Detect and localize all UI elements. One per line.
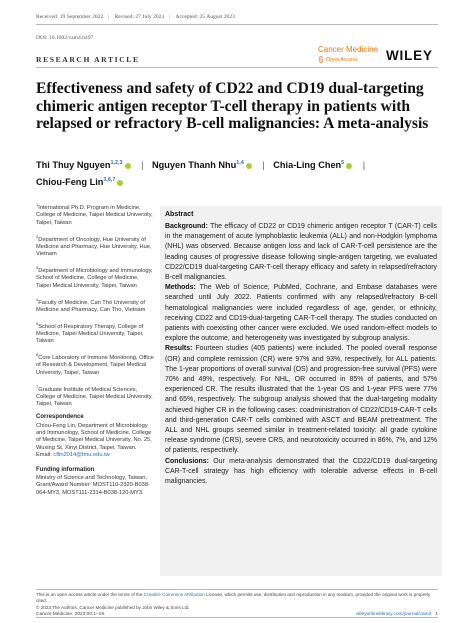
orcid-icon[interactable]	[245, 162, 252, 169]
date-separator: |	[169, 14, 171, 20]
date-separator: |	[108, 14, 110, 20]
affiliation: 4Faculty of Medicine, Can Tho University…	[36, 296, 154, 315]
affiliation-number: 4	[36, 296, 39, 302]
author-separator: |	[262, 160, 265, 171]
license-text-post: License, which permits use, distribution…	[36, 592, 431, 604]
revised-date: Revised: 27 July 2023	[114, 14, 165, 20]
accepted-date: Accepted: 25 August 2023	[175, 14, 235, 20]
background-text: The efficacy of CD22 or CD19 chimeric an…	[165, 223, 437, 282]
author-affil-sup: 5	[341, 160, 345, 166]
page-number: 1	[435, 612, 438, 617]
affiliation-number: 6	[36, 352, 39, 358]
author-affil-sup: 1,2,3	[110, 160, 123, 166]
affiliation-number: 2	[36, 233, 39, 239]
funding-text: Ministry of Science and Technology, Taiw…	[36, 474, 150, 496]
correspondence-heading: Correspondence	[36, 414, 84, 421]
affiliation: 2Department of Oncology, Hue University …	[36, 233, 154, 259]
section-divider	[36, 67, 438, 68]
affiliation-text: Department of Microbiology and Immunolog…	[36, 267, 153, 289]
footer-citation: Cancer Medicine. 2023;00:1–19.	[36, 612, 106, 617]
methods-label: Methods:	[165, 284, 196, 292]
affiliation-number: 7	[36, 383, 39, 389]
author-name[interactable]: Nguyen Thanh Nhu	[152, 160, 237, 171]
email-label: Email:	[36, 452, 52, 459]
article-dates: Received: 19 September 2022 | Revised: 2…	[36, 14, 438, 20]
affiliation: 5School of Respiratory Therapy, College …	[36, 320, 154, 346]
author-name[interactable]: Chia-Ling Chen	[273, 160, 342, 171]
abstract-heading: Abstract	[165, 211, 194, 218]
results-label: Results:	[165, 345, 193, 353]
author-affil-sup: 3,6,7	[103, 177, 116, 184]
copyright-text: © 2023 The Authors. Cancer Medicine publ…	[36, 604, 190, 610]
license-notice: This is an open access article under the…	[36, 592, 440, 611]
email-link[interactable]: cflin2014@tmu.edu.tw	[53, 452, 110, 459]
affiliation-number: 3	[36, 265, 39, 270]
correspondence-text: Chiou-Feng Lin, Department of Microbiolo…	[36, 422, 152, 451]
received-date: Received: 19 September 2022	[36, 14, 104, 20]
affiliation-text: Faculty of Medicine, Can Tho University …	[36, 299, 146, 313]
footer-right: wileyonlinelibrary.com/journal/cam4 1	[356, 612, 438, 617]
author-list: Thi Thuy Nguyen1,2,3 | Nguyen Thanh Nhu1…	[36, 156, 440, 190]
doi[interactable]: DOI: 10.1002/cam4.6497	[36, 35, 94, 41]
conclusions-label: Conclusions:	[165, 457, 209, 465]
results-text: Fourteen studies (405 patients) were inc…	[165, 345, 437, 455]
background-label: Background:	[165, 223, 208, 230]
article-title: Effectiveness and safety of CD22 and CD1…	[36, 80, 429, 133]
abstract-results: Results: Fourteen studies (405 patients)…	[165, 344, 437, 456]
open-access-lock-icon	[318, 56, 324, 63]
affiliation-number: 1	[36, 202, 39, 207]
license-text-pre: This is an open access article under the…	[36, 592, 143, 597]
affiliation: 3Department of Microbiology and Immunolo…	[36, 264, 154, 290]
footer-divider	[36, 617, 438, 618]
methods-text: The Web of Science, PubMed, Cochrane, an…	[165, 284, 438, 343]
funding-heading: Funding information	[36, 466, 95, 473]
journal-url-link[interactable]: wileyonlinelibrary.com/journal/cam4	[355, 612, 432, 617]
conclusions-text: Our meta-analysis demonstrated that the …	[165, 457, 438, 486]
funding-block: Funding information Ministry of Science …	[36, 467, 154, 498]
author-name[interactable]: Chiou-Feng Lin	[36, 177, 104, 188]
affiliation-number: 5	[36, 320, 39, 326]
correspondence-block: Correspondence Chiou-Feng Lin, Departmen…	[36, 414, 154, 459]
author-name[interactable]: Thi Thuy Nguyen	[36, 160, 111, 171]
correspondence-email-line: Email: cflin2014@tmu.edu.tw	[36, 452, 154, 459]
publisher-logo: WILEY	[386, 48, 433, 63]
orcid-icon[interactable]	[346, 162, 353, 169]
affiliations-column: 1International Ph.D. Program in Medicine…	[36, 201, 154, 497]
orcid-icon[interactable]	[117, 179, 124, 186]
page-footer: Cancer Medicine. 2023;00:1–19. wileyonli…	[36, 612, 438, 617]
open-access-label: Open Access	[326, 56, 358, 63]
affiliation-text: School of Respiratory Therapy, College o…	[36, 323, 144, 345]
abstract-box: Abstract Background: The efficacy of CD2…	[160, 206, 442, 576]
affiliation-text: International Ph.D. Program in Medicine,…	[36, 204, 153, 226]
section-label: RESEARCH ARTICLE	[36, 55, 140, 64]
abstract-background: Background: The efficacy of CD22 or CD19…	[165, 222, 437, 283]
author-affil-sup: 1,4	[236, 160, 244, 166]
affiliation-text: Department of Oncology, Hue University o…	[36, 236, 152, 258]
affiliation: 6Core Laboratory of Immune Monitoring, O…	[36, 351, 154, 377]
open-access-badge: Open Access	[318, 56, 358, 63]
abstract-methods: Methods: The Web of Science, PubMed, Coc…	[165, 283, 437, 344]
journal-name[interactable]: Cancer Medicine	[318, 45, 379, 54]
affiliation-text: Graduate Institute of Medical Sciences, …	[36, 386, 153, 408]
author-separator: |	[141, 160, 144, 171]
author-separator: |	[362, 160, 366, 171]
abstract-conclusions: Conclusions: Our meta-analysis demonstra…	[165, 457, 437, 488]
license-divider	[36, 589, 438, 590]
affiliation-text: Core Laboratory of Immune Monitoring, Of…	[36, 354, 154, 376]
orcid-icon[interactable]	[124, 162, 131, 169]
affiliation: 7Graduate Institute of Medical Sciences,…	[36, 383, 154, 409]
header-divider	[36, 24, 438, 25]
affiliation: 1International Ph.D. Program in Medicine…	[36, 201, 154, 227]
license-link[interactable]: Creative Commons Attribution	[143, 592, 205, 597]
